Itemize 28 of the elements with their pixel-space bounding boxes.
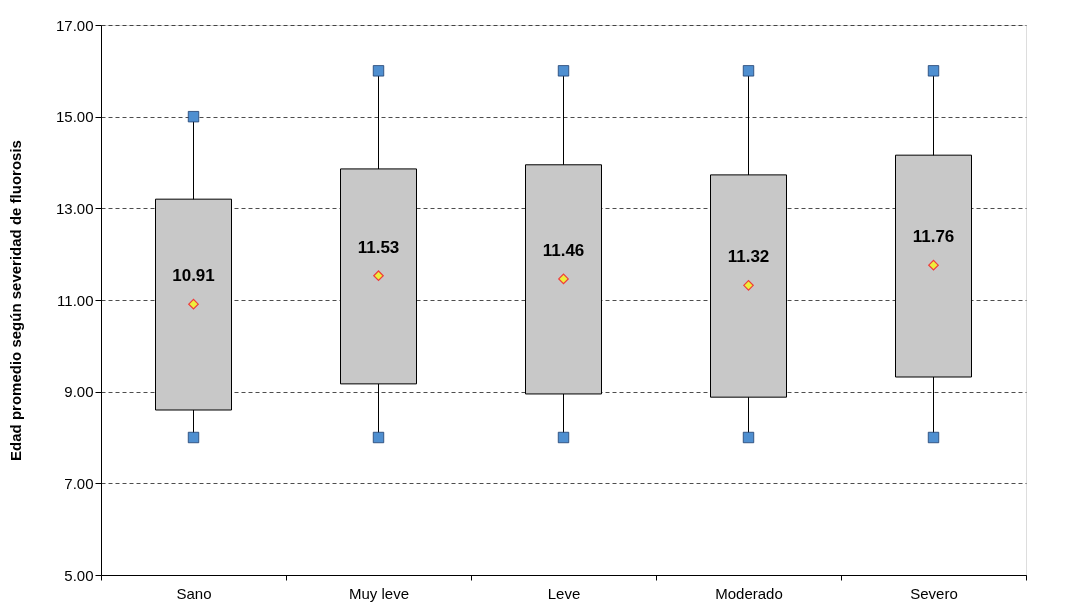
x-tick-label: Severo xyxy=(910,584,958,602)
annotation: 11.46 xyxy=(542,240,585,260)
annotation: 10.91 xyxy=(172,266,215,286)
x-tick-label: Moderado xyxy=(715,584,783,602)
annotation: 11.53 xyxy=(357,237,400,257)
x-tick-label: Muy leve xyxy=(348,584,410,602)
point xyxy=(557,431,570,444)
point xyxy=(557,65,570,77)
point xyxy=(187,431,200,444)
y-tick-label: 15.00 xyxy=(55,108,94,126)
y-tick-label: 9.00 xyxy=(64,383,94,401)
annotation: 11.76 xyxy=(912,227,955,247)
y-tick-label: 5.00 xyxy=(64,566,94,584)
point xyxy=(742,431,755,444)
annotation: 11.32 xyxy=(727,247,770,267)
y-tick-label: 13.00 xyxy=(55,199,94,217)
y-tick-label: 11.00 xyxy=(57,291,94,309)
point xyxy=(927,431,940,444)
point xyxy=(372,431,385,444)
y-tick-label: 7.00 xyxy=(64,474,94,492)
y-tick-label: 17.00 xyxy=(55,16,94,34)
x-tick-label: Leve xyxy=(547,584,581,602)
point xyxy=(187,111,200,123)
x-tick-label: Sano xyxy=(176,584,212,602)
y-axis-title: Edad promedio según severidad de fluorosis xyxy=(6,140,24,461)
point xyxy=(742,65,755,77)
point xyxy=(927,65,940,77)
point xyxy=(372,65,385,77)
